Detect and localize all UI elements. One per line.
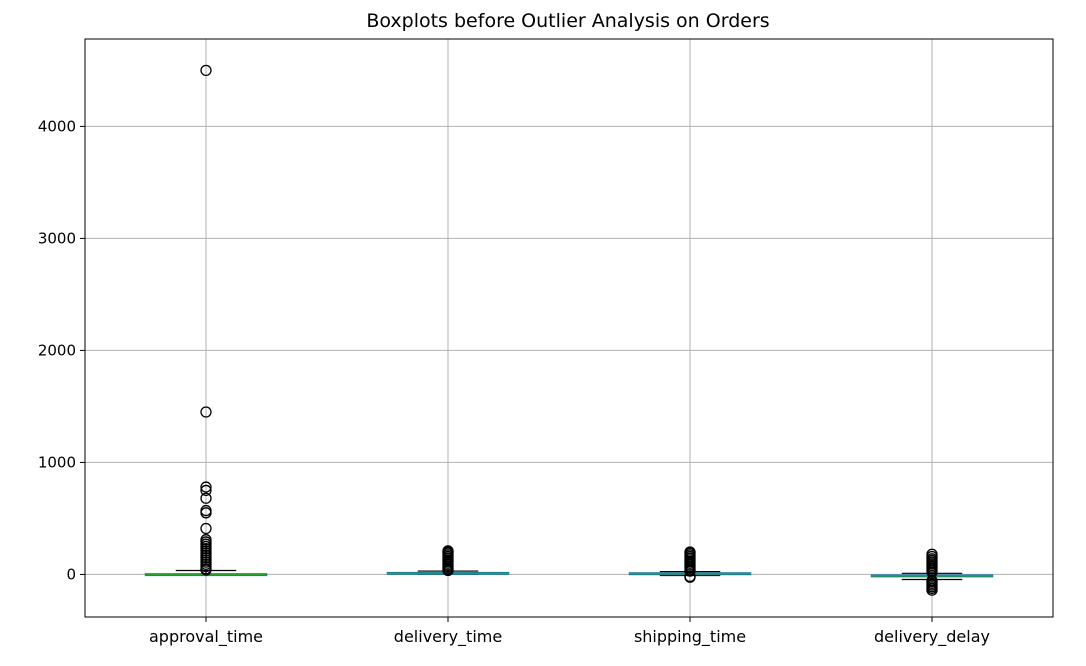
y-tick-label: 2000 <box>38 341 76 359</box>
grid-layer <box>85 39 1053 617</box>
outlier-point <box>442 545 454 557</box>
outlier-point <box>926 548 938 560</box>
box-group-delivery_time <box>386 545 510 577</box>
outlier-point <box>200 406 212 418</box>
outlier-point <box>200 492 212 504</box>
x-tick-label: delivery_time <box>394 627 502 647</box>
outlier-point <box>200 484 212 497</box>
outlier-point <box>200 507 212 519</box>
axes-layer <box>84 38 1054 618</box>
plot-frame <box>84 38 1054 618</box>
y-tick-label: 1000 <box>38 453 76 471</box>
outlier-point <box>200 522 212 535</box>
box-group-shipping_time <box>628 546 752 583</box>
outlier-point <box>684 546 696 558</box>
x-tick-label: approval_time <box>149 627 263 647</box>
box-group-approval_time <box>144 64 268 577</box>
outlier-point <box>200 64 212 77</box>
box-group-delivery_delay <box>870 548 994 596</box>
y-tick-label: 0 <box>66 565 76 583</box>
outlier-point <box>200 481 212 493</box>
x-tick-label: shipping_time <box>634 627 746 647</box>
outlier-point <box>200 564 212 576</box>
box-layer <box>144 64 994 596</box>
x-tick-label: delivery_delay <box>874 627 990 647</box>
y-tick-label: 3000 <box>38 229 76 247</box>
chart-title: Boxplots before Outlier Analysis on Orde… <box>366 10 769 32</box>
tick-layer: 0 1000 2000 3000 4000 approval_time delivery_t… <box>38 117 990 647</box>
y-tick-label: 4000 <box>38 117 76 135</box>
